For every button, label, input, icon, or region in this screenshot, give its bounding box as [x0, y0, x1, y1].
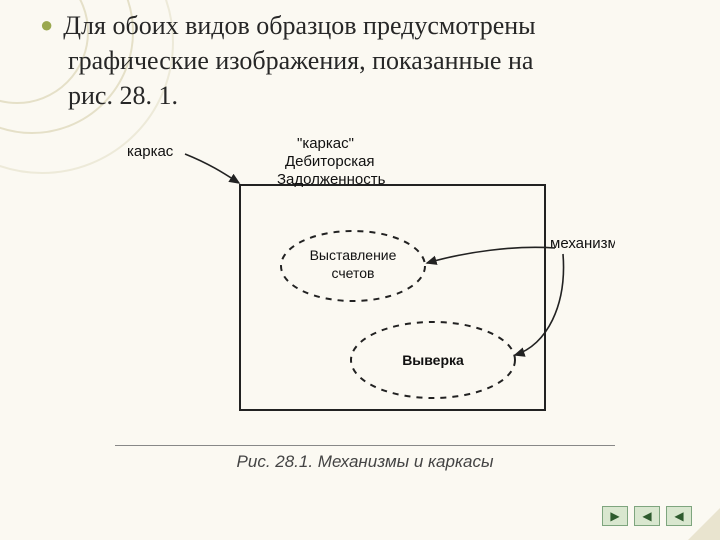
- bullet-line: Для обоих видов образцов предусмотрены: [63, 11, 535, 40]
- figure: "каркас" Дебиторская Задолженность карка…: [115, 130, 615, 472]
- diagram-svg: "каркас" Дебиторская Задолженность карка…: [115, 130, 615, 430]
- slide: ●Для обоих видов образцов предусмотрены …: [0, 0, 720, 540]
- nav-next-button[interactable]: ▶: [602, 506, 628, 526]
- label-mechanism: механизм: [550, 235, 615, 252]
- page-corner-fold-icon: [688, 508, 720, 540]
- arrow-mechanism-1: [427, 247, 555, 263]
- label-billing-2: счетов: [332, 265, 375, 281]
- nav-prev-button[interactable]: ◀: [634, 506, 660, 526]
- label-billing-1: Выставление: [310, 247, 397, 263]
- arrow-mechanism-2: [515, 254, 564, 355]
- label-karkas-quoted: "каркас": [297, 135, 354, 152]
- bullet-dot-icon: ●: [40, 12, 53, 37]
- label-reconcile: Выверка: [402, 352, 464, 368]
- label-zadolzhennost: Задолженность: [277, 171, 386, 188]
- bullet-line: рис. 28. 1.: [40, 78, 690, 113]
- arrow-karkas: [185, 154, 239, 183]
- label-karkas: каркас: [127, 143, 174, 160]
- bullet-line: графические изображения, показанные на: [40, 43, 690, 78]
- bullet-text: ●Для обоих видов образцов предусмотрены …: [40, 8, 690, 113]
- nav-buttons: ▶ ◀ ◀: [602, 506, 692, 526]
- figure-caption: Рис. 28.1. Механизмы и каркасы: [115, 452, 615, 472]
- frame-box: [240, 185, 545, 410]
- label-debitorskaya: Дебиторская: [285, 153, 375, 170]
- figure-separator: [115, 445, 615, 446]
